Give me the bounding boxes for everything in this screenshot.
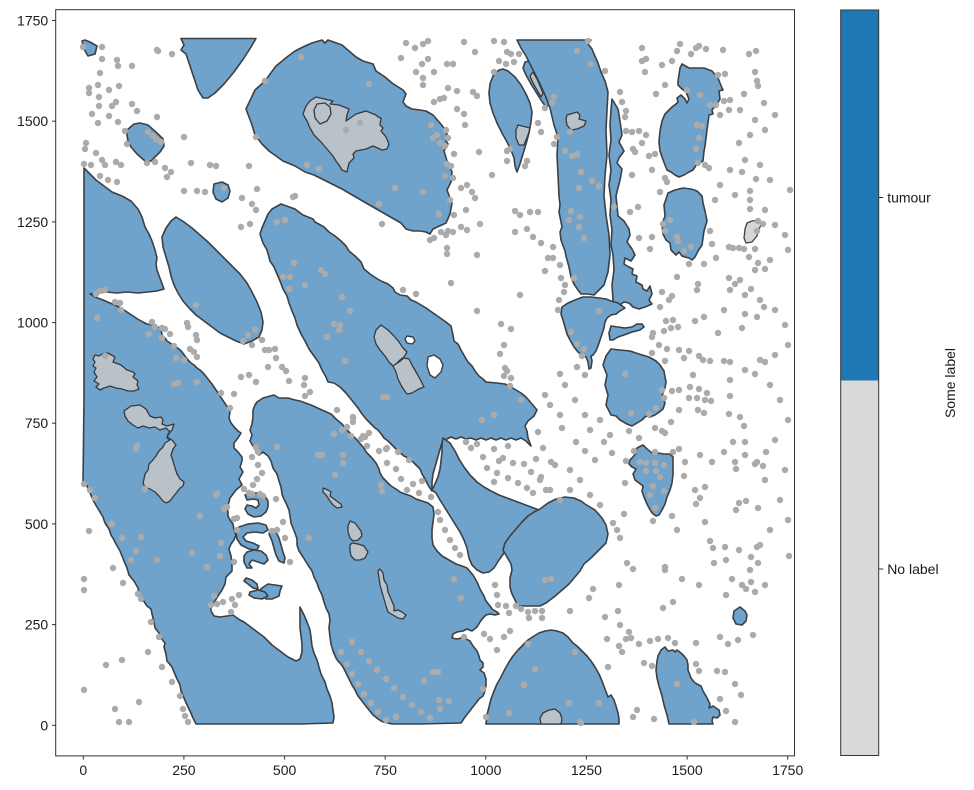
svg-text:1750: 1750: [17, 13, 48, 29]
svg-text:0: 0: [40, 717, 48, 733]
svg-text:1500: 1500: [672, 762, 703, 778]
svg-text:750: 750: [374, 762, 398, 778]
svg-text:1000: 1000: [17, 315, 48, 331]
svg-text:1000: 1000: [470, 762, 501, 778]
svg-text:tumour: tumour: [887, 190, 931, 206]
svg-text:750: 750: [25, 415, 49, 431]
svg-text:0: 0: [79, 762, 87, 778]
svg-text:1250: 1250: [17, 214, 48, 230]
svg-text:250: 250: [25, 617, 49, 633]
svg-text:500: 500: [25, 516, 49, 532]
svg-text:1250: 1250: [571, 762, 602, 778]
svg-text:Some label: Some label: [942, 348, 958, 418]
svg-text:500: 500: [273, 762, 297, 778]
svg-text:250: 250: [172, 762, 196, 778]
svg-text:No label: No label: [887, 561, 938, 577]
svg-text:1500: 1500: [17, 113, 48, 129]
svg-text:1750: 1750: [772, 762, 803, 778]
